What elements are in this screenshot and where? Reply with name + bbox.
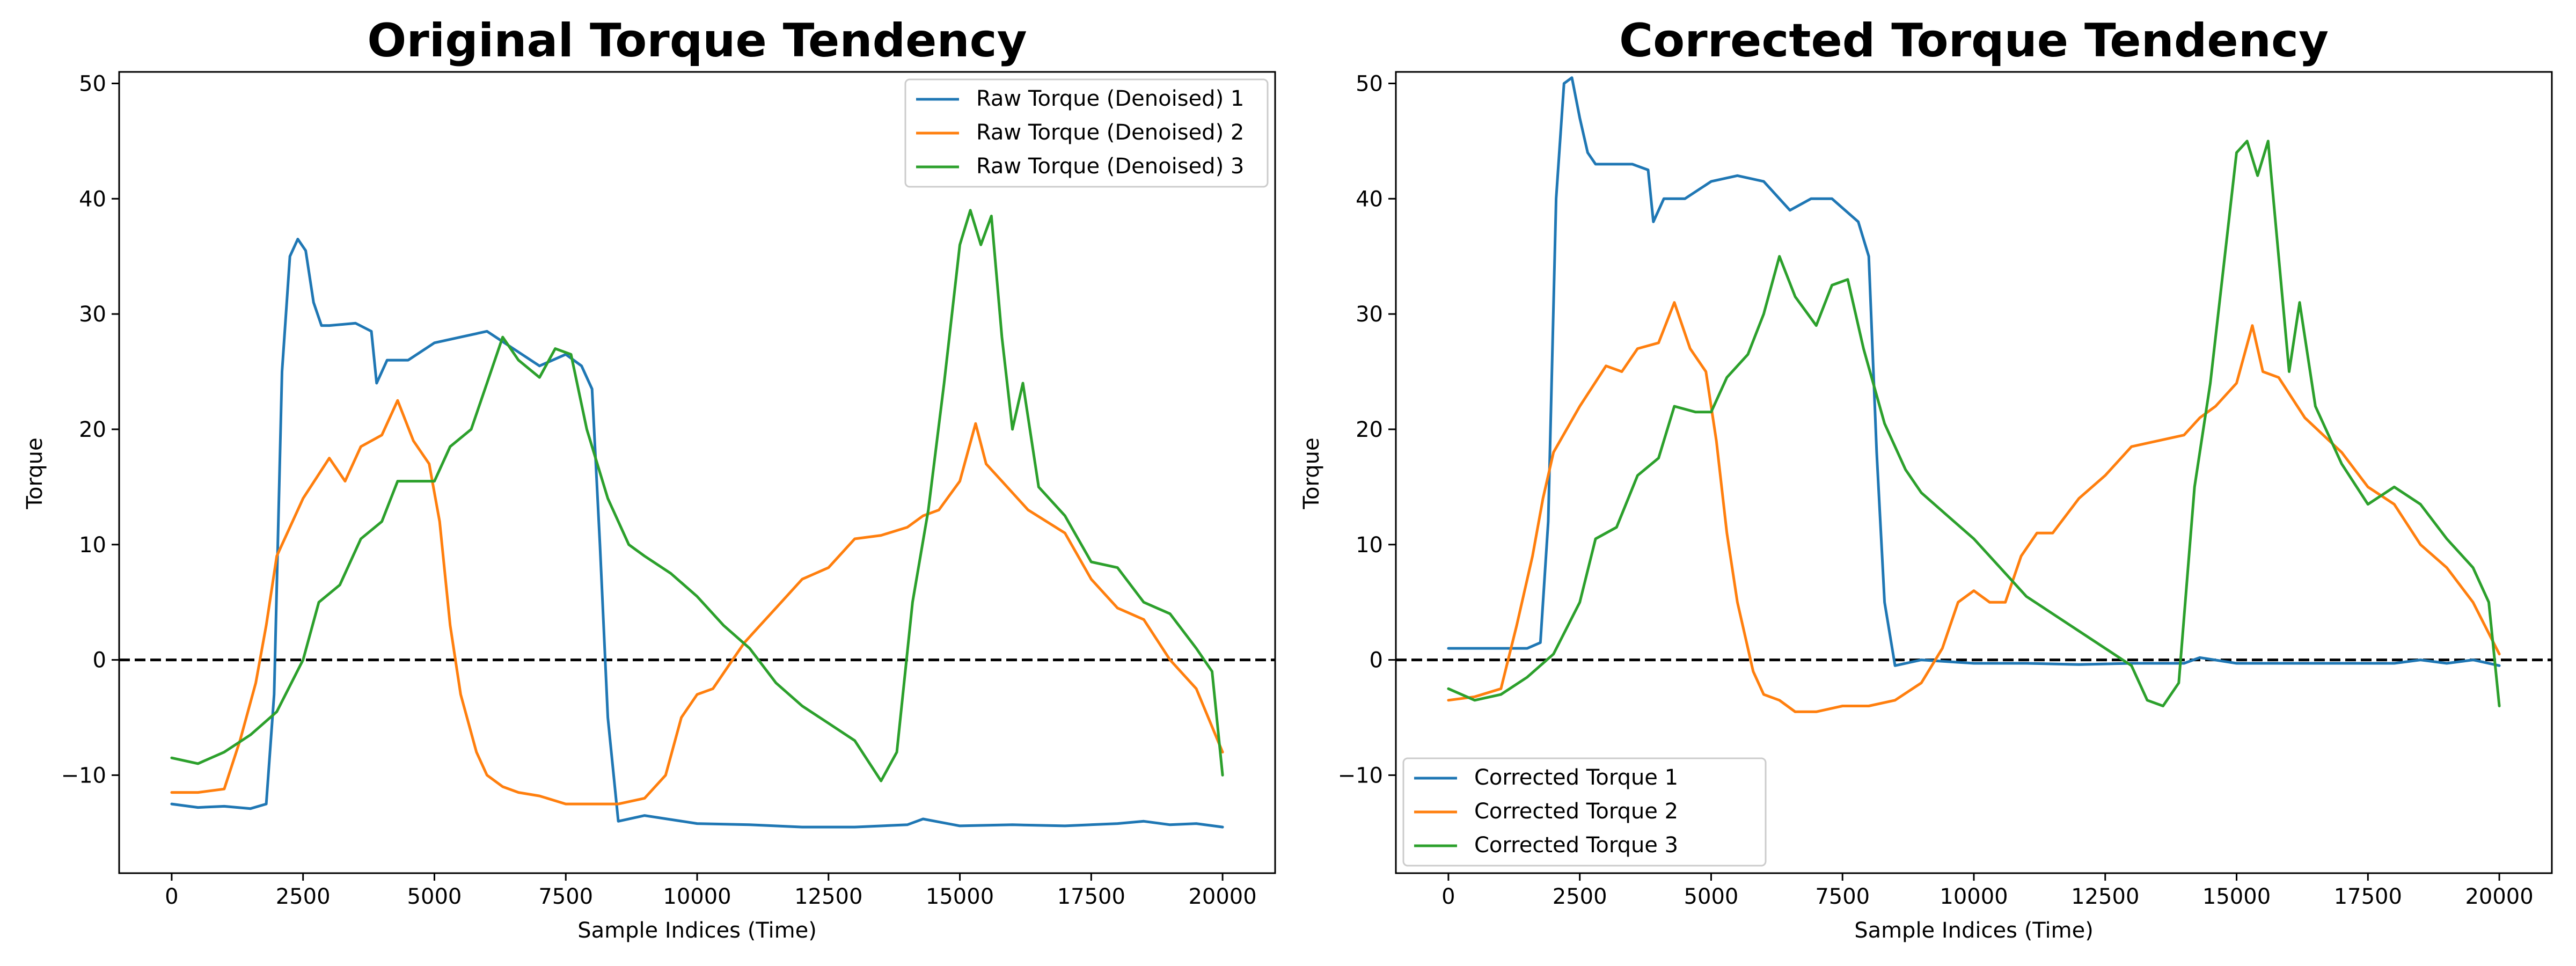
left-chart-xlabel: Sample Indices (Time) xyxy=(577,918,817,943)
right-chart-xtick-label: 15000 xyxy=(2202,884,2271,909)
right-chart-series-lines xyxy=(1447,76,2501,713)
left-chart-legend-label-2: Raw Torque (Denoised) 2 xyxy=(976,120,1244,145)
right-chart-xtick-label: 2500 xyxy=(1553,884,1607,909)
right-chart-legend: Corrected Torque 1 Corrected Torque 2 Corr… xyxy=(1402,757,1767,867)
right-chart-frame xyxy=(1395,71,2553,874)
right-chart-title: Corrected Torque Tendency xyxy=(1619,14,2329,68)
right-chart-series-1-line xyxy=(1447,76,2501,667)
right-chart-ytick-label: 0 xyxy=(1370,648,1383,673)
left-chart-xtick-label: 5000 xyxy=(407,884,462,909)
right-chart-ytick-label: 30 xyxy=(1356,302,1383,327)
right-chart-legend-label-2: Corrected Torque 2 xyxy=(1474,799,1678,824)
right-chart-ticks: 0 2500 5000 7500 10000 12500 15000 17500 20000 −1… xyxy=(1338,71,2534,909)
left-chart-xtick-label: 2500 xyxy=(276,884,331,909)
left-chart-series-lines xyxy=(170,209,1224,829)
left-chart-xtick-label: 15000 xyxy=(926,884,994,909)
left-chart-series-3-line xyxy=(170,209,1224,782)
right-chart-xtick-label: 20000 xyxy=(2465,884,2533,909)
right-chart-ytick-label: 50 xyxy=(1356,71,1383,96)
left-chart-ticks: 0 2500 5000 7500 10000 12500 15000 17500 20000 −1… xyxy=(61,71,1257,909)
left-chart-series-2-line xyxy=(170,399,1224,806)
left-chart-ytick-label: 30 xyxy=(79,302,106,327)
right-chart-ytick-label: 20 xyxy=(1356,418,1383,442)
left-chart-ytick-label: 50 xyxy=(79,71,106,96)
right-chart-xtick-label: 10000 xyxy=(1940,884,2008,909)
right-chart-xtick-label: 7500 xyxy=(1815,884,1870,909)
left-chart-frame xyxy=(118,71,1276,874)
left-chart-ytick-label: 10 xyxy=(79,533,106,558)
left-chart-ytick-label: −10 xyxy=(61,763,106,788)
right-chart-series-2-line xyxy=(1447,301,2501,713)
left-chart-legend-box xyxy=(904,78,1269,188)
left-chart-xtick-label: 20000 xyxy=(1188,884,1256,909)
left-chart-series-1-line xyxy=(170,238,1224,829)
right-chart-xtick-label: 17500 xyxy=(2334,884,2402,909)
right-chart-panel: Corrected Torque Tendency Sample Indices… xyxy=(1299,14,2553,943)
left-chart-xtick-label: 12500 xyxy=(794,884,862,909)
right-chart-xtick-label: 5000 xyxy=(1684,884,1739,909)
right-chart-ytick-label: −10 xyxy=(1338,763,1383,788)
left-chart-xtick-label: 17500 xyxy=(1057,884,1125,909)
left-chart-xtick-label: 7500 xyxy=(538,884,593,909)
left-chart-ytick-label: 0 xyxy=(93,648,106,673)
left-chart-ytick-label: 20 xyxy=(79,418,106,442)
right-chart-ylabel: Torque xyxy=(1299,437,1324,509)
left-chart-xtick-label: 0 xyxy=(165,884,178,909)
left-chart-ytick-label: 40 xyxy=(79,187,106,211)
right-chart-ytick-label: 10 xyxy=(1356,533,1383,558)
right-chart-xlabel: Sample Indices (Time) xyxy=(1854,918,2094,943)
left-chart-ylabel: Torque xyxy=(23,437,47,509)
left-chart-title: Original Torque Tendency xyxy=(367,14,1027,68)
left-chart-legend-label-3: Raw Torque (Denoised) 3 xyxy=(976,154,1244,179)
right-chart-series-3-line xyxy=(1447,140,2501,707)
right-chart-legend-box xyxy=(1402,757,1767,867)
left-chart-xtick-label: 10000 xyxy=(663,884,731,909)
left-chart-legend: Raw Torque (Denoised) 1 Raw Torque (Denoi… xyxy=(904,78,1269,188)
left-chart-panel: Original Torque Tendency Sample Indices … xyxy=(23,14,1276,943)
left-chart-legend-label-1: Raw Torque (Denoised) 1 xyxy=(976,86,1244,111)
right-chart-legend-label-3: Corrected Torque 3 xyxy=(1474,833,1678,858)
right-chart-ytick-label: 40 xyxy=(1356,187,1383,211)
right-chart-xtick-label: 0 xyxy=(1441,884,1455,909)
right-chart-legend-label-1: Corrected Torque 1 xyxy=(1474,765,1678,790)
right-chart-xtick-label: 12500 xyxy=(2071,884,2139,909)
